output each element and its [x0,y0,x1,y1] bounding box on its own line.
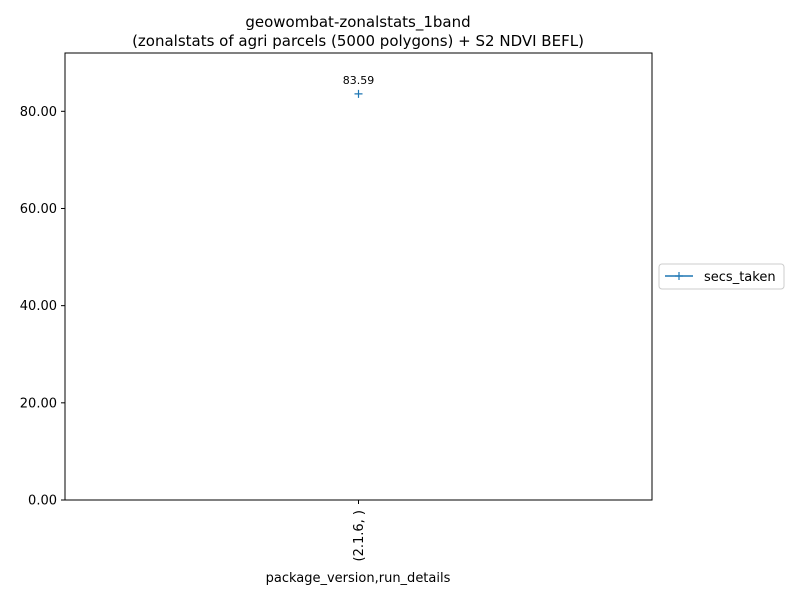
data-point-marker [354,89,363,98]
legend-frame [658,263,785,290]
legend-label-secs-taken: secs_taken [704,270,776,285]
x-tick-label: (2.1.6, ) [352,510,367,562]
y-tick-label: 40.00 [20,299,57,314]
y-tick-label: 60.00 [20,202,57,217]
legend-marker-secs-taken [675,272,683,280]
y-tick-label: 20.00 [20,396,57,411]
chart-title: geowombat-zonalstats_1band [245,13,470,32]
plot-series: 83.59 [343,74,375,98]
chart-subtitle: (zonalstats of agri parcels (5000 polygo… [132,32,584,50]
y-tick-label: 80.00 [20,105,57,120]
data-label: 83.59 [343,74,375,87]
plot-frame [64,52,653,501]
y-axis: 0.00 20.00 40.00 60.00 80.00 [20,105,65,509]
legend[interactable]: secs_taken [658,263,785,290]
x-axis-label: package_version,run_details [266,571,451,586]
y-tick-label: 0.00 [28,494,57,509]
x-axis: (2.1.6, ) [352,500,367,562]
